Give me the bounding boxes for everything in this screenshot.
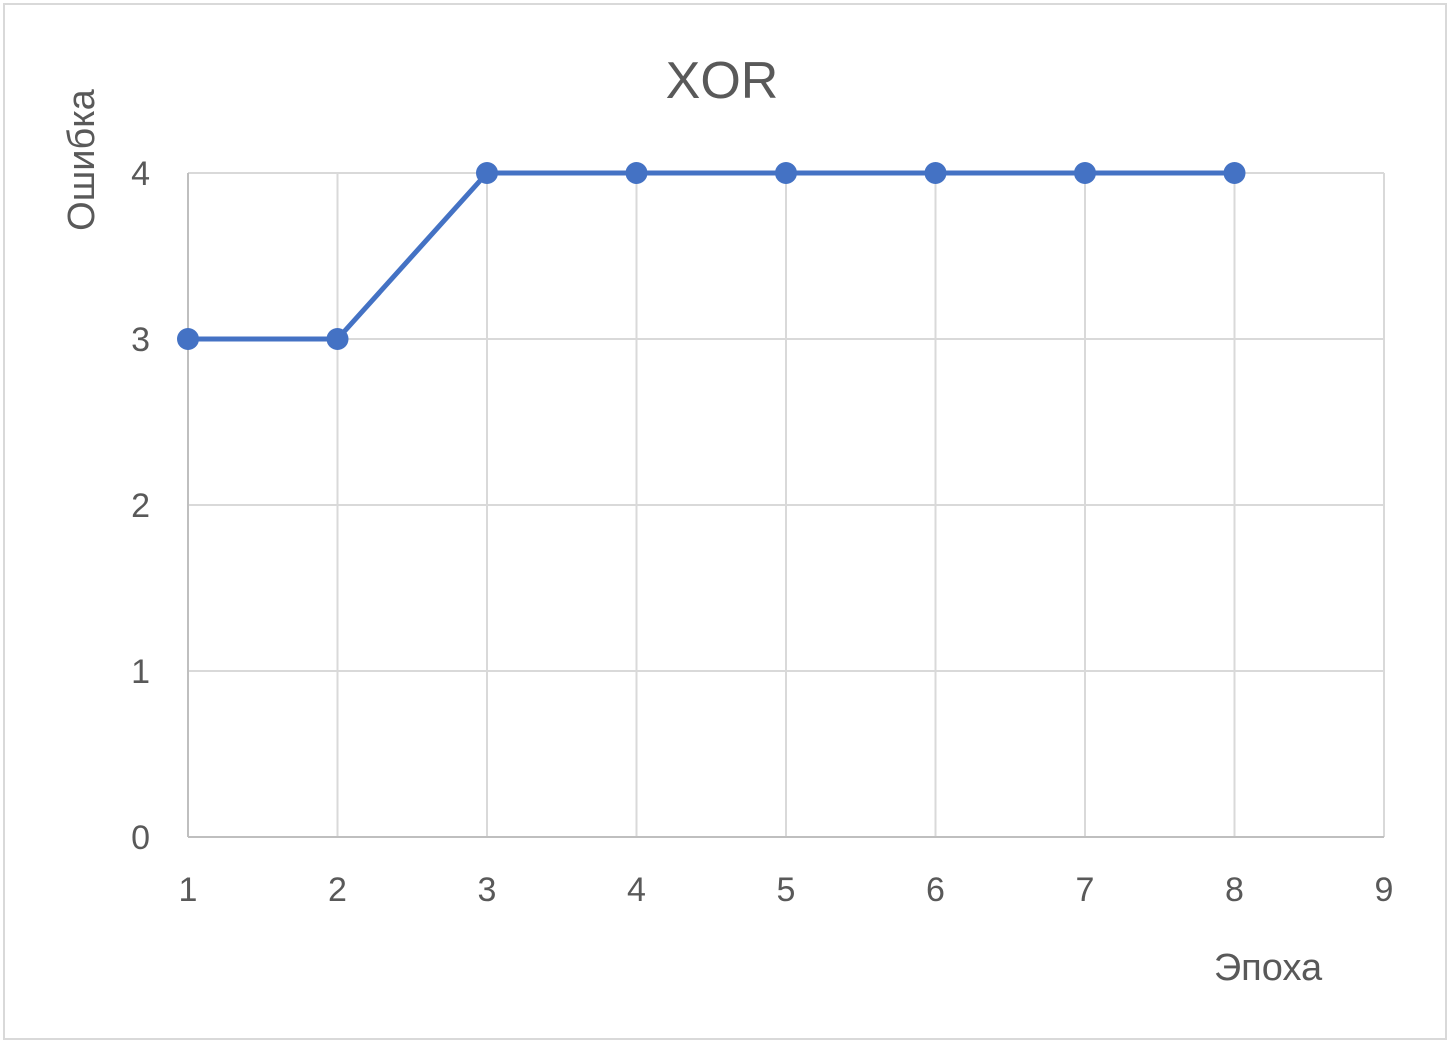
data-point <box>775 162 797 184</box>
x-tick-label: 4 <box>627 871 646 909</box>
x-axis-title: Эпоха <box>1214 947 1323 989</box>
data-point <box>476 162 498 184</box>
series-layer <box>177 162 1246 350</box>
data-point <box>924 162 947 184</box>
x-tick-label: 1 <box>179 871 198 909</box>
grid <box>187 172 1385 837</box>
x-tick-label: 9 <box>1375 871 1394 909</box>
y-axis-title: Ошибка <box>61 88 103 230</box>
x-tick-label: 8 <box>1225 871 1244 909</box>
chart-area <box>3 3 1447 1040</box>
data-point <box>1074 162 1096 184</box>
x-tick-label: 6 <box>926 871 945 909</box>
data-point <box>1223 162 1246 184</box>
series-line <box>188 170 1235 342</box>
y-tick-label: 2 <box>131 487 150 525</box>
data-point <box>177 328 199 350</box>
x-tick-label: 2 <box>328 871 347 909</box>
y-tick-label: 0 <box>131 819 150 857</box>
data-point <box>625 162 648 184</box>
x-tick-label: 7 <box>1076 871 1095 909</box>
chart-title: XOR <box>666 52 779 110</box>
y-tick-label: 3 <box>131 321 150 359</box>
data-point <box>326 328 349 350</box>
y-tick-label: 4 <box>131 155 150 193</box>
x-tick-label: 5 <box>777 871 796 909</box>
x-tick-label: 3 <box>478 871 497 909</box>
y-tick-label: 1 <box>131 653 150 691</box>
